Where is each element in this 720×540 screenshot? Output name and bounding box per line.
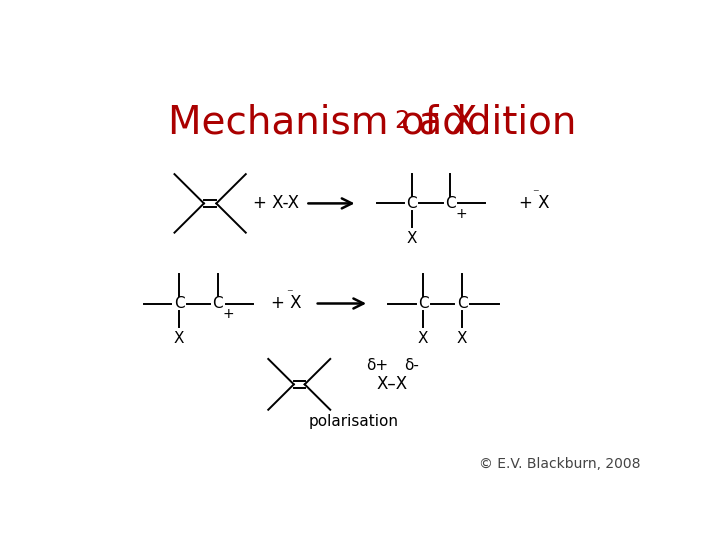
Text: +: + [223, 307, 235, 321]
Text: X: X [406, 231, 417, 246]
Text: X: X [456, 332, 467, 347]
Text: polarisation: polarisation [308, 414, 398, 429]
Text: C: C [406, 196, 417, 211]
Text: C: C [456, 296, 467, 311]
Text: C: C [445, 196, 456, 211]
Text: © E.V. Blackburn, 2008: © E.V. Blackburn, 2008 [479, 457, 640, 471]
Text: + X: + X [271, 294, 302, 313]
Text: C: C [418, 296, 428, 311]
Text: + X: + X [518, 194, 549, 212]
Text: C: C [212, 296, 223, 311]
Text: + X-X: + X-X [253, 194, 299, 212]
Text: ⁻: ⁻ [286, 287, 292, 300]
Text: X: X [418, 332, 428, 347]
Text: δ+: δ+ [366, 357, 388, 373]
Text: X–X: X–X [377, 375, 408, 393]
Text: Mechanism of X: Mechanism of X [168, 103, 477, 141]
Text: X: X [174, 332, 184, 347]
Text: 2: 2 [395, 110, 410, 133]
Text: δ-: δ- [404, 357, 419, 373]
Text: C: C [174, 296, 184, 311]
Text: +: + [456, 207, 467, 221]
Text: addition: addition [406, 103, 577, 141]
Text: ⁻: ⁻ [532, 187, 539, 200]
